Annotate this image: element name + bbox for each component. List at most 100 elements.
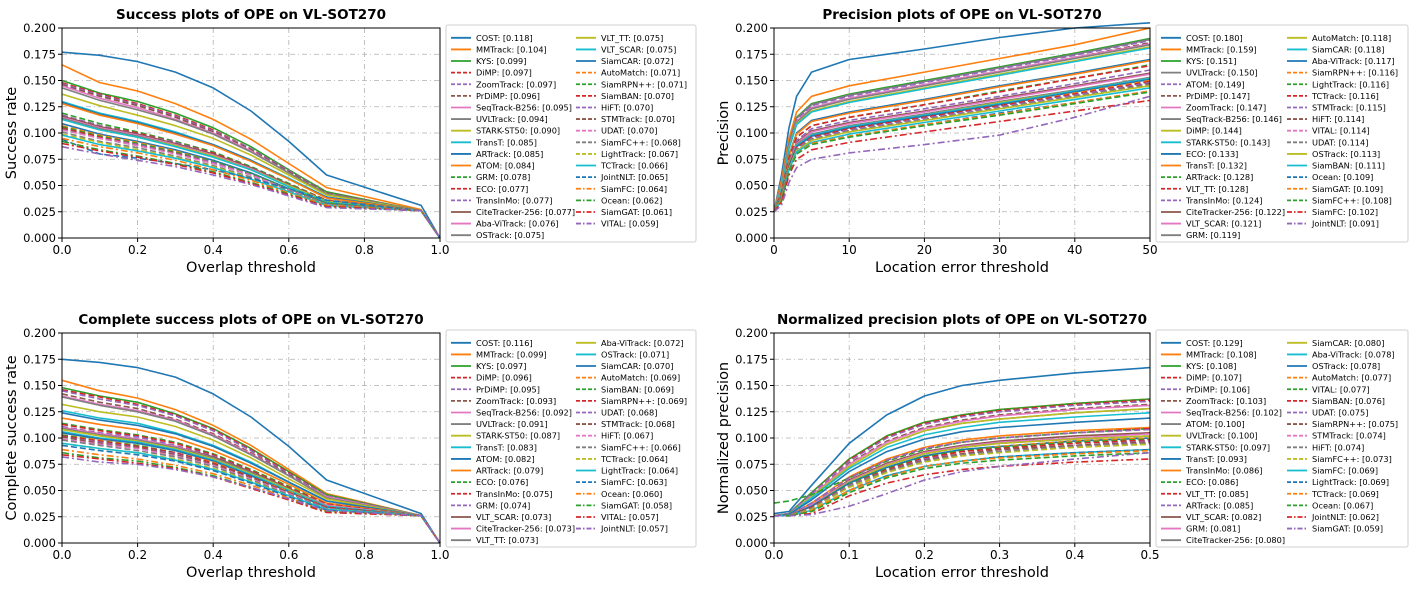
y-tick-label: 0.000	[735, 536, 768, 550]
series-line	[773, 99, 1151, 213]
y-tick-label: 0.125	[735, 405, 768, 419]
x-axis-label: Overlap threshold	[186, 260, 316, 276]
legend-label: UVLTrack: [0.100]	[1186, 431, 1258, 441]
x-tick-label: 0.0	[52, 548, 71, 562]
legend-label: SiamGAT: [0.061]	[601, 207, 672, 217]
legend-label: TransT: [0.083]	[475, 442, 537, 452]
legend-label: SiamGAT: [0.109]	[1312, 184, 1383, 194]
series-line	[774, 428, 1151, 517]
legend-label: Ocean: [0.067]	[1312, 500, 1373, 510]
x-tick-label: 0.6	[279, 243, 298, 257]
y-tick-label: 0.175	[735, 352, 768, 366]
legend-label: ARTrack: [0.085]	[1186, 500, 1253, 510]
legend-label: AutoMatch: [0.077]	[1312, 373, 1391, 383]
legend-label: MMTrack: [0.099]	[476, 349, 547, 359]
legend-label: TransInMo: [0.077]	[475, 195, 553, 205]
legend-label: TCTrack: [0.116]	[1311, 91, 1379, 101]
legend-label: SeqTrack-B256: [0.095]	[476, 102, 572, 112]
legend-label: MMTrack: [0.159]	[1186, 44, 1257, 54]
y-tick-label: 0.050	[735, 179, 768, 193]
series-line	[61, 432, 441, 544]
series-line	[773, 417, 1151, 517]
y-tick-label: 0.175	[23, 352, 56, 366]
legend-label: Aba-ViTrack: [0.072]	[601, 338, 684, 348]
legend: COST: [0.116]MMTrack: [0.099] KYS: [0.097…	[445, 329, 697, 548]
series-line	[61, 145, 441, 239]
x-tick-label: 40	[1067, 243, 1082, 257]
series-line	[773, 47, 1151, 213]
y-tick-label: 0.125	[23, 405, 56, 419]
legend-label: SiamFC++: [0.108]	[1312, 195, 1392, 205]
legend-label: KYS: [0.099]	[476, 56, 526, 66]
legend-label: SiamCAR: [0.118]	[1312, 44, 1384, 54]
legend-label: Ocean: [0.062]	[601, 195, 662, 205]
series-line	[774, 451, 1151, 517]
series-line	[61, 435, 441, 544]
legend-label: ECO: [0.076]	[476, 477, 528, 487]
series-line	[61, 131, 441, 239]
legend-label: UVLTrack: [0.094]	[476, 114, 548, 124]
legend-label: KYS: [0.151]	[1186, 56, 1236, 66]
legend-label: ATOM: [0.084]	[476, 161, 535, 171]
series-line	[61, 138, 441, 239]
series-line	[774, 449, 1151, 517]
legend-box	[1155, 329, 1409, 548]
series-line	[774, 451, 1151, 517]
legend-label: COST: [0.118]	[476, 33, 533, 43]
series-line	[773, 69, 1151, 213]
legend-label: STMTrack: [0.074]	[1312, 431, 1386, 441]
legend-label: JointNLT: [0.057]	[600, 524, 668, 534]
legend: COST: [0.180]MMTrack: [0.159] KYS: [0.151…	[1155, 24, 1409, 243]
legend-label: STMTrack: [0.115]	[1312, 102, 1386, 112]
series-line	[774, 443, 1151, 517]
legend-label: HiFT: [0.114]	[1312, 114, 1364, 124]
y-axis-label: Precision	[716, 101, 732, 166]
legend-label: LightTrack: [0.067]	[601, 149, 678, 159]
y-tick-label: 0.200	[735, 326, 768, 340]
legend-label: VITAL: [0.114]	[1312, 126, 1370, 136]
chart-panel-0: 0.0 0.2 0.4 0.6 0.8 1.0 0.000 0.025 0.050 0.075 0.…	[4, 7, 697, 276]
series-line	[774, 442, 1151, 517]
series-line	[61, 396, 441, 544]
x-tick-label: 0.8	[355, 548, 374, 562]
legend-label: Ocean: [0.109]	[1312, 172, 1373, 182]
y-tick-label: 0.050	[23, 484, 56, 498]
legend-label: Aba-ViTrack: [0.076]	[476, 219, 559, 229]
series-line	[61, 386, 441, 544]
legend-label: PrDiMP: [0.106]	[1186, 384, 1250, 394]
legend-label: PrDiMP: [0.096]	[476, 91, 540, 101]
legend-label: DiMP: [0.107]	[1186, 373, 1242, 383]
legend-label: STARK-ST50: [0.097]	[1186, 442, 1270, 452]
legend-label: SiamGAT: [0.058]	[601, 500, 672, 510]
y-tick-label: 0.200	[23, 326, 56, 340]
legend-label: OSTrack: [0.071]	[601, 349, 669, 359]
legend-label: ATOM: [0.149]	[1186, 79, 1245, 89]
series-line	[61, 454, 441, 544]
legend-label: ATOM: [0.100]	[1186, 419, 1245, 429]
series-line	[61, 436, 441, 544]
series-line	[61, 51, 441, 239]
legend-label: CiteTracker-256: [0.122]	[1186, 207, 1285, 217]
legend-label: Aba-ViTrack: [0.078]	[1312, 349, 1395, 359]
legend-label: GRM: [0.081]	[1186, 524, 1240, 534]
y-axis-label: Complete success rate	[4, 355, 20, 520]
legend-box	[445, 24, 697, 243]
x-axis-label: Location error threshold	[875, 260, 1049, 276]
x-tick-label: 20	[917, 243, 932, 257]
series-line	[773, 76, 1151, 213]
legend-label: OSTrack: [0.078]	[1312, 361, 1380, 371]
x-tick-label: 0.8	[355, 243, 374, 257]
x-tick-label: 0.2	[915, 548, 934, 562]
legend-label: SiamCAR: [0.070]	[601, 361, 673, 371]
y-tick-label: 0.100	[735, 126, 768, 140]
legend-label: AutoMatch: [0.071]	[601, 68, 680, 78]
legend-label: UDAT: [0.070]	[601, 126, 657, 136]
legend-label: CiteTracker-256: [0.073]	[476, 524, 575, 534]
chart-panel-2: 0.0 0.2 0.4 0.6 0.8 1.0 0.000 0.025 0.050 0.075 0.…	[4, 312, 697, 581]
legend-label: SeqTrack-B256: [0.092]	[476, 407, 572, 417]
legend-label: VLT_SCAR: [0.082]	[1186, 512, 1261, 522]
legend-label: DiMP: [0.144]	[1186, 126, 1242, 136]
series-line	[61, 444, 441, 544]
legend-label: COST: [0.129]	[1186, 338, 1243, 348]
legend-label: SeqTrack-B256: [0.146]	[1186, 114, 1282, 124]
